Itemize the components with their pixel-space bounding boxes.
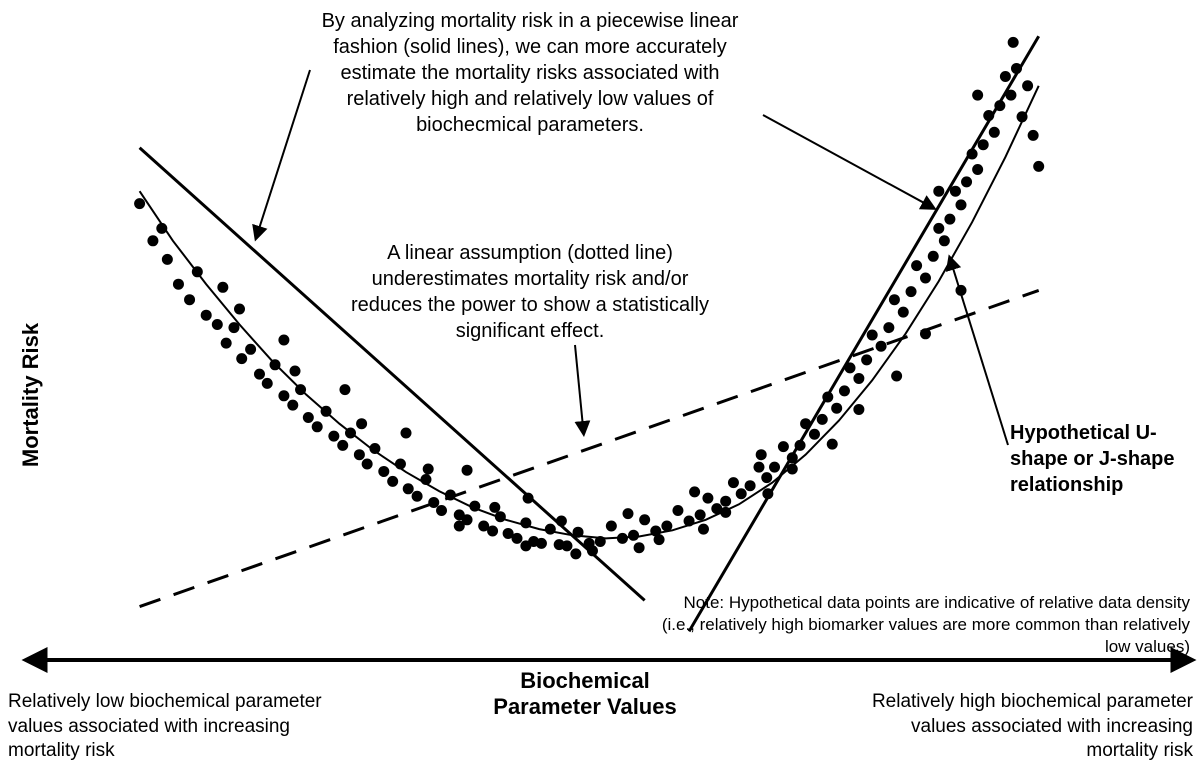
chart-container: BiochemicalParameter Values Mortality Ris…: [0, 0, 1200, 764]
annotation-u-shape: Hypothetical U-shape or J-shape relation…: [1010, 420, 1188, 498]
annotation-high-values: Relatively high biochemical parameter va…: [838, 690, 1193, 764]
annotation-low-values: Relatively low biochemical parameter val…: [8, 690, 358, 764]
svg-text:Parameter Values: Parameter Values: [493, 694, 676, 719]
svg-text:Biochemical: Biochemical: [520, 668, 650, 693]
svg-text:Mortality Risk: Mortality Risk: [18, 322, 43, 467]
annotation-linear-assumption: A linear assumption (dotted line) undere…: [340, 240, 720, 344]
annotation-data-density-note: Note: Hypothetical data points are indic…: [660, 592, 1190, 658]
annotation-piecewise: By analyzing mortality risk in a piecewi…: [300, 8, 760, 138]
